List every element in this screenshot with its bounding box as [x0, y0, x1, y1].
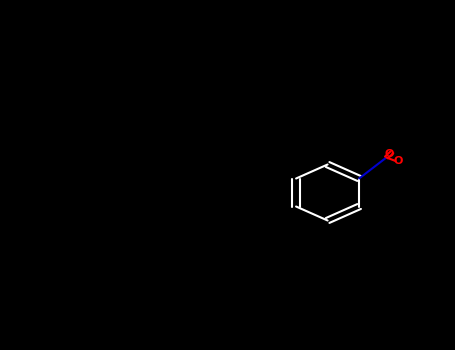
Text: O: O: [393, 156, 403, 166]
Text: O: O: [384, 149, 394, 159]
